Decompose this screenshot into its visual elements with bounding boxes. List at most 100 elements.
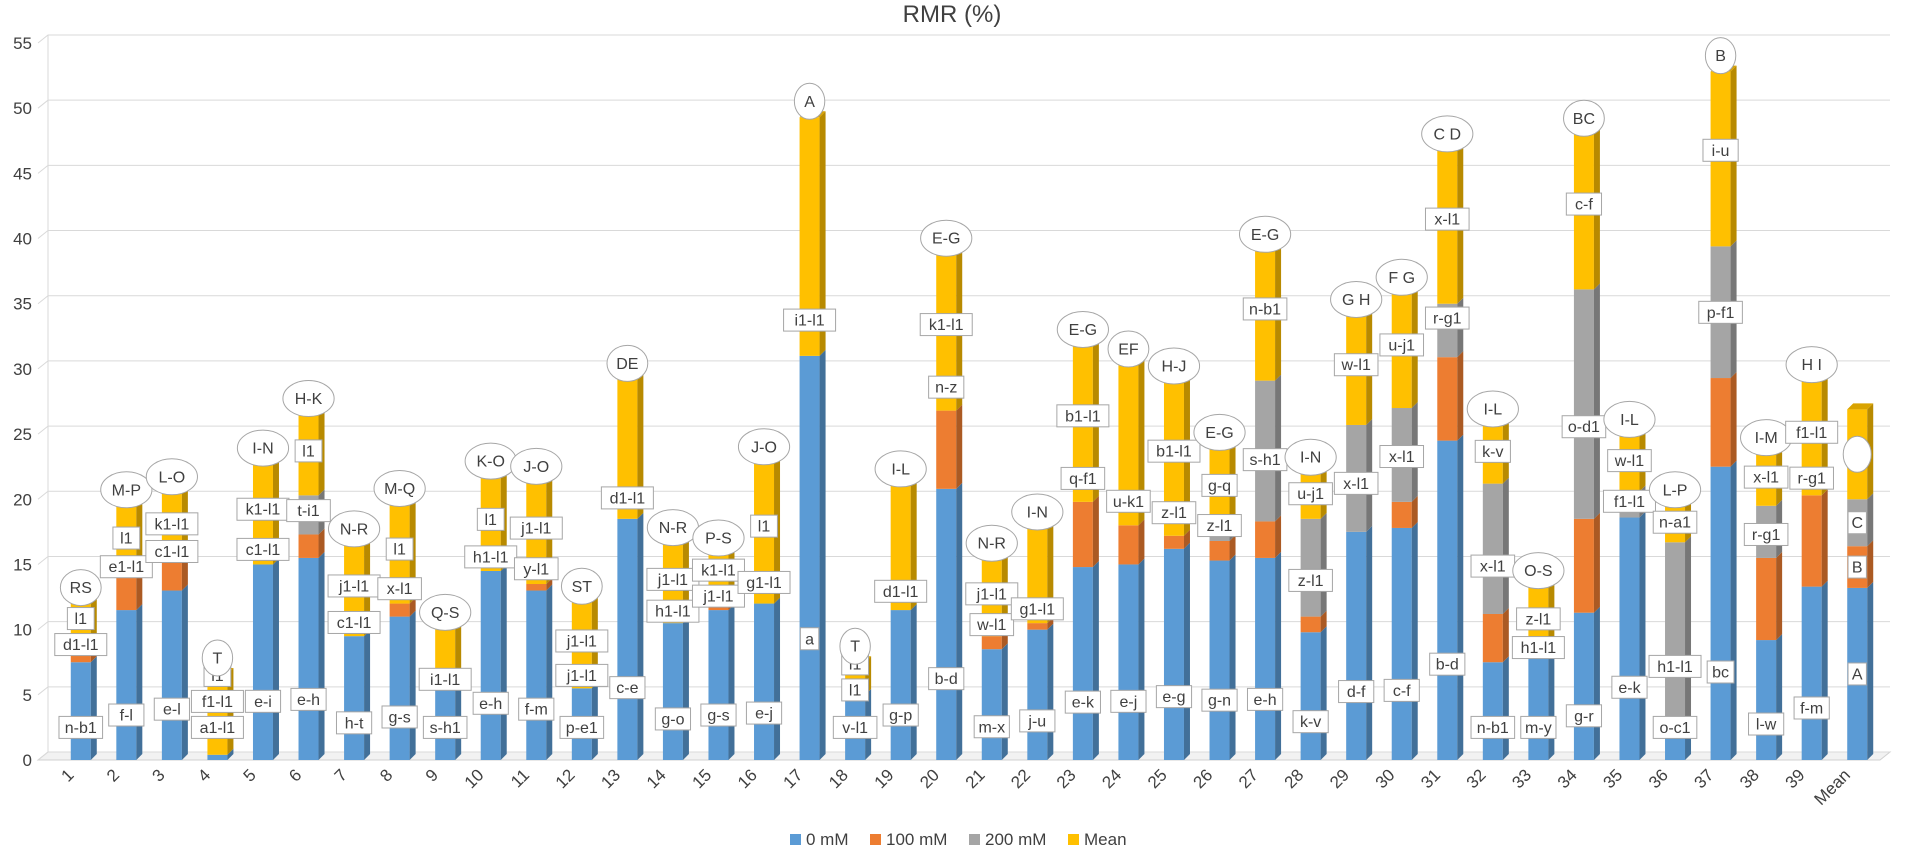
segment-label: l1 bbox=[385, 537, 414, 561]
mean-group-label: T bbox=[201, 639, 234, 677]
bar-segment bbox=[252, 564, 273, 760]
legend-item: 200 mM bbox=[969, 830, 1046, 849]
bar-side bbox=[1411, 521, 1418, 760]
segment-label: j1-l1 bbox=[555, 663, 609, 687]
bar-side bbox=[1457, 434, 1464, 760]
y-tick-label: 25 bbox=[13, 425, 32, 444]
y-tick-label: 50 bbox=[13, 99, 32, 118]
segment-label: b-d bbox=[928, 667, 965, 691]
svg-text:H-J: H-J bbox=[1162, 358, 1187, 375]
svg-text:l1: l1 bbox=[75, 611, 88, 628]
svg-text:e-h: e-h bbox=[479, 696, 502, 713]
bar-segment bbox=[890, 610, 911, 760]
svg-text:k1-l1: k1-l1 bbox=[701, 563, 736, 580]
mean-group-label: J-O bbox=[510, 447, 563, 485]
bar-segment bbox=[1209, 560, 1230, 760]
bar-side bbox=[1730, 372, 1737, 467]
bar-segment bbox=[662, 623, 683, 760]
bar-segment bbox=[70, 662, 91, 760]
segment-label: r-g1 bbox=[1424, 306, 1470, 330]
svg-text:F G: F G bbox=[1388, 270, 1415, 287]
svg-text:r-g1: r-g1 bbox=[1433, 311, 1462, 328]
svg-text:f1-l1: f1-l1 bbox=[202, 694, 233, 711]
legend-item: 100 mM bbox=[870, 830, 947, 849]
bar-side bbox=[956, 482, 963, 760]
segment-label: x-l1 bbox=[1470, 554, 1516, 578]
segment-label: e-g bbox=[1155, 685, 1193, 709]
segment-label: l1 bbox=[294, 439, 323, 463]
segment-label: k-v bbox=[1474, 439, 1511, 463]
segment-label: g1-l1 bbox=[737, 570, 791, 594]
x-tick-label: 21 bbox=[962, 765, 989, 792]
svg-text:e-k: e-k bbox=[1618, 680, 1641, 697]
svg-text:c1-l1: c1-l1 bbox=[246, 542, 281, 559]
mean-group-label: H-J bbox=[1147, 347, 1201, 385]
svg-text:G H: G H bbox=[1342, 292, 1370, 309]
svg-text:a: a bbox=[805, 631, 814, 648]
gridline bbox=[37, 295, 1890, 305]
segment-label: f1-l1 bbox=[1602, 489, 1656, 513]
svg-text:P-S: P-S bbox=[705, 531, 732, 548]
svg-text:y-l1: y-l1 bbox=[523, 561, 549, 578]
svg-text:d1-l1: d1-l1 bbox=[883, 584, 919, 601]
bar-side bbox=[1275, 551, 1282, 760]
bar-side bbox=[1138, 519, 1145, 565]
segment-label: z-l1 bbox=[1151, 501, 1197, 525]
bar-segment bbox=[344, 636, 365, 760]
bar-side bbox=[1730, 460, 1737, 760]
svg-text:b-d: b-d bbox=[935, 671, 958, 688]
bar-segment bbox=[1528, 658, 1549, 760]
segment-label: e-k bbox=[1611, 675, 1648, 699]
gridline bbox=[37, 34, 1890, 44]
mean-group-label: N-R bbox=[965, 524, 1018, 562]
segment-label: C bbox=[1847, 511, 1867, 535]
bar-side bbox=[1047, 623, 1054, 760]
segment-label: e-k bbox=[1064, 690, 1101, 714]
svg-text:f1-l1: f1-l1 bbox=[1614, 494, 1645, 511]
svg-text:j1-l1: j1-l1 bbox=[520, 521, 551, 538]
segment-label: g-q bbox=[1201, 473, 1238, 497]
segment-label: k1-l1 bbox=[691, 558, 745, 582]
segment-label: d1-l1 bbox=[600, 486, 654, 510]
segment-label: h1-l1 bbox=[646, 599, 700, 623]
segment-label: bc bbox=[1706, 660, 1735, 684]
segment-label: c-e bbox=[609, 676, 646, 700]
bar-segment bbox=[1072, 501, 1093, 568]
svg-text:a1-l1: a1-l1 bbox=[200, 720, 236, 737]
bar-segment bbox=[1801, 495, 1822, 587]
svg-text:M-Q: M-Q bbox=[384, 481, 415, 498]
svg-text:g1-l1: g1-l1 bbox=[1020, 601, 1056, 618]
segment-label: w-l1 bbox=[1333, 353, 1379, 377]
x-tick-label: 24 bbox=[1098, 765, 1125, 792]
x-tick-label: 23 bbox=[1053, 765, 1080, 792]
mean-group-label: G H bbox=[1330, 280, 1383, 318]
svg-text:E-G: E-G bbox=[1069, 322, 1097, 339]
segment-label: e-h bbox=[290, 687, 327, 711]
bar-side bbox=[819, 111, 826, 356]
x-tick-label: 6 bbox=[285, 765, 305, 785]
svg-text:g-o: g-o bbox=[661, 711, 684, 728]
bar-segment bbox=[207, 754, 228, 760]
bar-side bbox=[409, 610, 416, 760]
svg-text:u-j1: u-j1 bbox=[1297, 486, 1324, 503]
segment-label: h1-l1 bbox=[1511, 636, 1565, 660]
x-tick-label: 5 bbox=[240, 765, 260, 785]
x-tick-label: 27 bbox=[1235, 765, 1262, 792]
segment-label: r-g1 bbox=[1743, 522, 1789, 546]
bar-side bbox=[364, 630, 371, 760]
segment-label: a1-l1 bbox=[190, 715, 244, 739]
x-tick-label: 33 bbox=[1508, 765, 1535, 792]
segment-label: n-b1 bbox=[58, 715, 104, 739]
svg-text:j1-l1: j1-l1 bbox=[976, 586, 1007, 603]
bar-side bbox=[1821, 580, 1828, 760]
mean-group-label: N-R bbox=[646, 509, 700, 547]
svg-text:200 mM: 200 mM bbox=[985, 830, 1046, 849]
x-tick-label: 7 bbox=[331, 765, 351, 785]
mean-group-label: L-P bbox=[1648, 471, 1702, 509]
mean-group-label: I-M bbox=[1740, 419, 1793, 457]
mean-group-label: I-L bbox=[1466, 390, 1519, 428]
svg-text:I-L: I-L bbox=[1620, 412, 1639, 429]
segment-label: f-m bbox=[1793, 696, 1830, 720]
segment-label: j1-l1 bbox=[965, 582, 1019, 606]
segment-label: p-e1 bbox=[559, 715, 605, 739]
